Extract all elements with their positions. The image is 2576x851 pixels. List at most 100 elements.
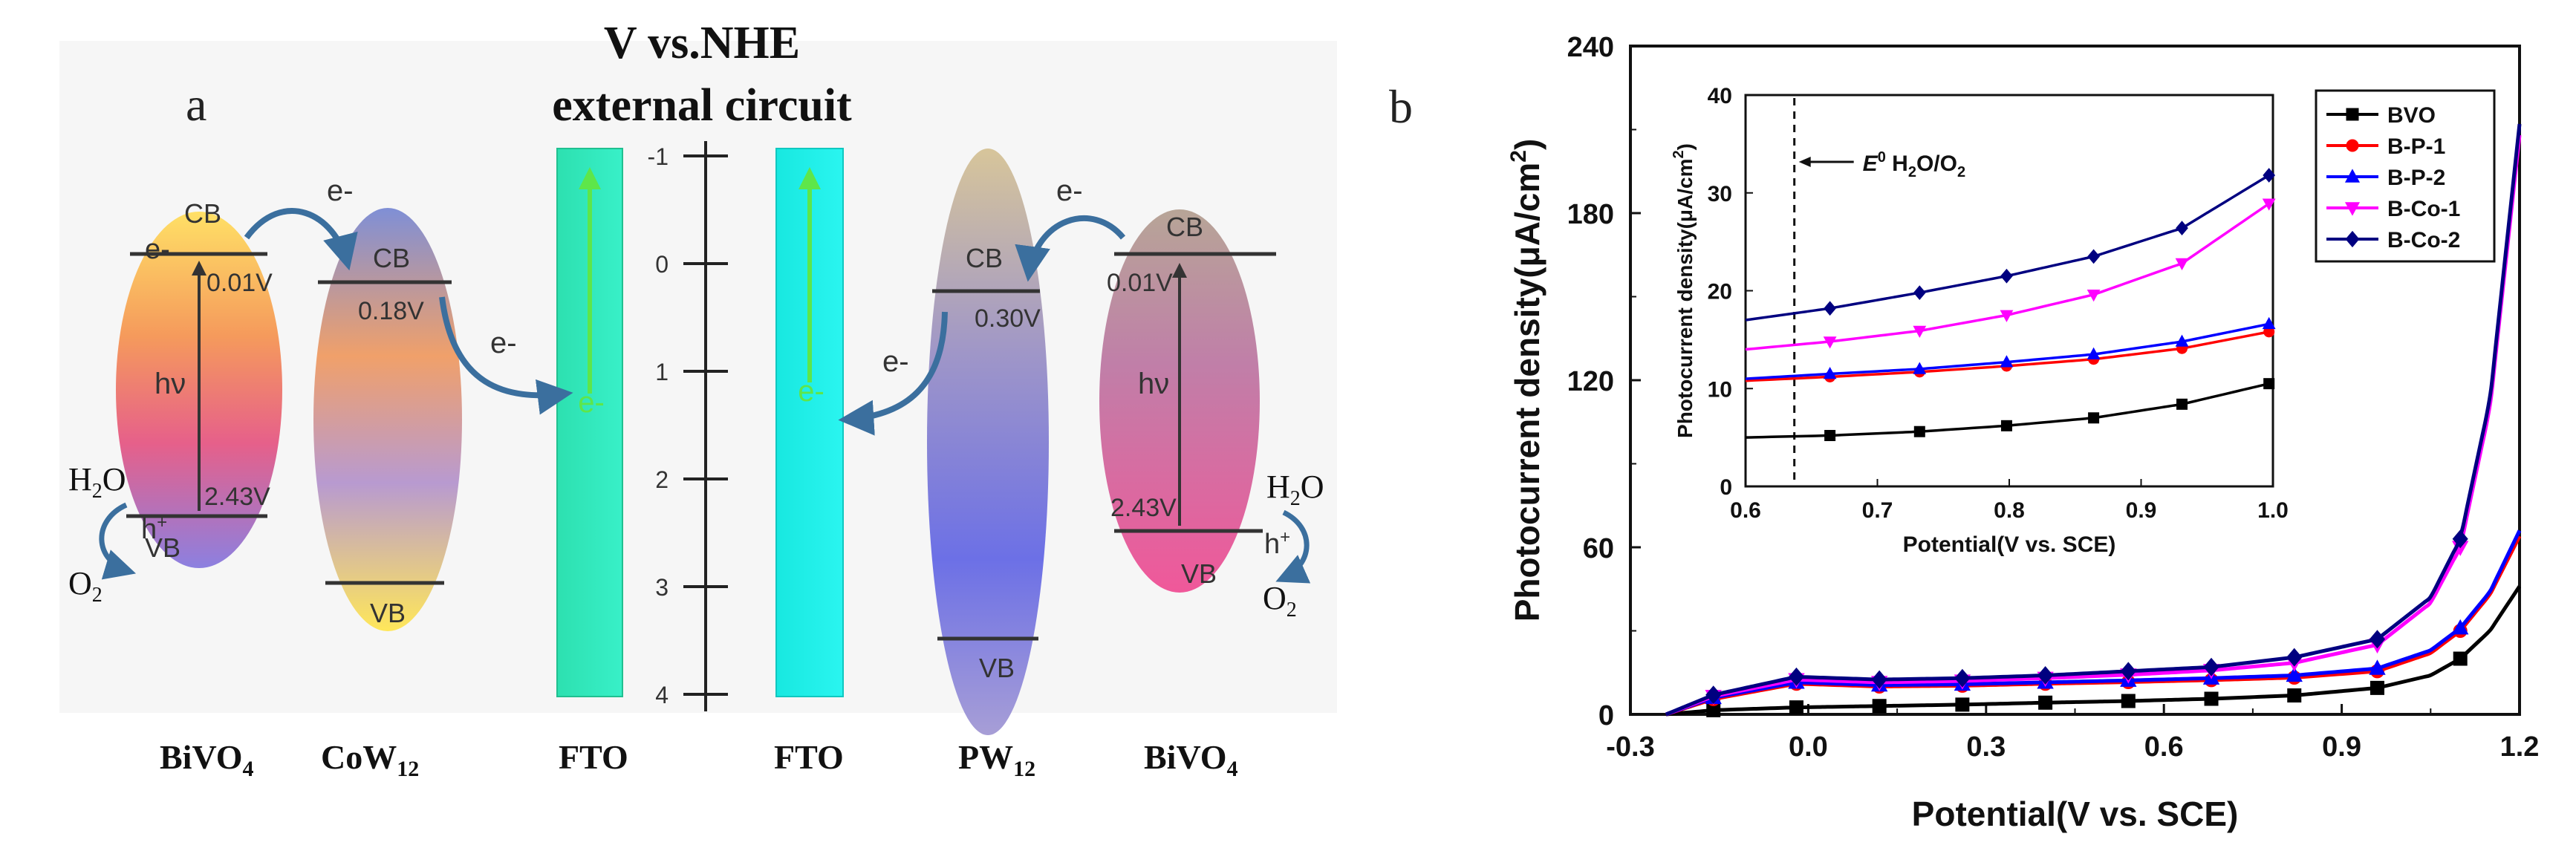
- left-transfer-electron-2: e-: [490, 327, 517, 359]
- y-tick-label: 120: [1567, 366, 1614, 397]
- inset-data-point-BVO: [2000, 420, 2012, 431]
- right-o2-label: O2: [1263, 580, 1297, 622]
- cow12-vb-label: VB: [370, 598, 406, 628]
- inset-data-point-B-P-2: [2087, 347, 2101, 359]
- main-chart: -0.3 0.0 0.3 0.6 0.9 1.2 0 60 120 180 240 Potential…: [1506, 32, 2539, 833]
- x-axis-title: Potential(V vs. SCE): [1912, 795, 2239, 833]
- inset-x-tick-label: 0.8: [1994, 498, 2025, 523]
- inset-data-point-B-Co-1: [2000, 310, 2014, 322]
- data-point-BVO: [2453, 651, 2468, 666]
- inset-data-point-B-P-2: [2000, 355, 2014, 368]
- data-point-B-Co-2: [2369, 630, 2386, 649]
- inset-chart: 0.6 0.7 0.8 0.9 1.0 0 10 20 30 40 Potential(V vs. …: [1671, 84, 2289, 557]
- legend-label-B-Co-2: B-Co-2: [2387, 228, 2460, 252]
- data-point-B-Co-2: [2120, 662, 2136, 681]
- inset-data-point-B-Co-2: [2263, 168, 2276, 183]
- inset-data-point-B-Co-1: [2087, 289, 2101, 302]
- data-point-BVO: [1955, 697, 1970, 712]
- x-tick-label: 1.2: [2500, 731, 2540, 763]
- cow12: CB 0.18V VB: [313, 208, 462, 631]
- data-point-BVO: [2204, 691, 2219, 706]
- inset-y-tick-label: 20: [1708, 280, 1732, 304]
- left-bivo4-electron: e-: [145, 234, 170, 265]
- inset-y-tick-label: 30: [1708, 182, 1732, 206]
- panel-a-label: a: [186, 78, 206, 131]
- inset-x-tick-label: 0.7: [1862, 498, 1893, 523]
- panel-a-title-line2: external circuit: [552, 80, 852, 131]
- inset-data-point-B-Co-1: [1913, 325, 1927, 338]
- data-point-B-Co-2: [2452, 529, 2468, 549]
- legend-label-B-Co-1: B-Co-1: [2387, 197, 2460, 221]
- data-point-B-Co-2: [2037, 666, 2054, 685]
- panel-a: a V vs.NHE external circuit -1 0 1 2 3 4 e- e…: [59, 18, 1337, 781]
- x-tick-label: 0.6: [2144, 731, 2184, 763]
- data-point-B-Co-2: [2286, 648, 2303, 667]
- legend-marker-BVO: [2346, 108, 2359, 121]
- inset-data-point-B-Co-2: [2087, 249, 2100, 264]
- inset-data-point-BVO: [2176, 398, 2188, 410]
- pw12: CB 0.30V VB: [927, 149, 1049, 735]
- inset-y-tick-label: 10: [1708, 377, 1732, 402]
- nhe-tick-label: -1: [648, 143, 669, 170]
- right-bivo4-hv: hν: [1138, 368, 1169, 400]
- legend-marker-B-Co-1: [2344, 202, 2361, 216]
- left-transfer-electron-1: e-: [327, 175, 354, 207]
- inset-data-point-BVO: [1824, 429, 1836, 441]
- cow12-cb-value: 0.18V: [358, 297, 424, 325]
- inset-x-tick-label: 1.0: [2257, 498, 2289, 523]
- right-transfer-arrow-2: [838, 311, 948, 436]
- legend-marker-B-P-2: [2344, 169, 2361, 183]
- panel-b: b -0.3 0.0 0.3 0.6 0.9 1.2 0 60 120 180 240 Potenti…: [1389, 32, 2539, 833]
- inset-data-point-BVO: [2088, 412, 2100, 424]
- x-tick-label: 0.9: [2322, 731, 2361, 763]
- right-bivo4-cb-label: CB: [1166, 212, 1203, 242]
- inset-data-point-B-Co-2: [1824, 301, 1836, 316]
- label-bivo4-left: BiVO4: [160, 738, 254, 781]
- right-transfer-arrow-1: [1015, 215, 1126, 282]
- fto-bar-right: [775, 148, 844, 697]
- left-bivo4-vb-label: VB: [145, 532, 180, 563]
- label-fto-right: FTO: [774, 738, 844, 776]
- data-point-B-P-2: [2452, 619, 2469, 635]
- nhe-tick-label: 2: [655, 466, 669, 493]
- data-point-BVO: [1872, 699, 1887, 714]
- fto-right-electron-label: e-: [798, 375, 824, 408]
- nhe-tick-label: 4: [655, 682, 669, 708]
- x-tick-label: -0.3: [1606, 731, 1654, 763]
- data-point-BVO: [2121, 694, 2136, 708]
- y-tick-label: 180: [1567, 199, 1614, 230]
- data-point-BVO: [2287, 688, 2302, 702]
- cow12-ellipse: [313, 208, 462, 631]
- legend-label-B-P-2: B-P-2: [2387, 166, 2445, 190]
- panel-a-title-line1: V vs.NHE: [604, 18, 800, 68]
- inset-y-tick-label: 40: [1708, 84, 1732, 108]
- inset-data-point-BVO: [1913, 426, 1925, 437]
- label-bivo4-right: BiVO4: [1144, 738, 1238, 781]
- left-bivo4-vb-value: 2.43V: [204, 483, 270, 511]
- x-tick-label: 0.3: [1966, 731, 2006, 763]
- y-tick-label: 240: [1567, 32, 1614, 63]
- data-point-B-Co-2: [1705, 685, 1722, 705]
- left-water-arrow: [99, 502, 137, 580]
- legend-label-B-P-1: B-P-1: [2387, 134, 2445, 159]
- nhe-tick-label: 1: [655, 359, 669, 385]
- left-o2-label: O2: [68, 565, 103, 607]
- nhe-tick-label: 0: [655, 251, 669, 278]
- inset-x-axis-title: Potential(V vs. SCE): [1903, 532, 2116, 557]
- inset-data-point-B-P-2: [1913, 362, 1927, 374]
- fto-left-electron-label: e-: [578, 386, 605, 419]
- pw12-vb-label: VB: [979, 653, 1015, 683]
- data-point-B-Co-2: [1954, 668, 1971, 688]
- nhe-axis: -1 0 1 2 3 4: [648, 141, 728, 711]
- pw12-cb-label: CB: [966, 243, 1003, 273]
- panel-b-label: b: [1389, 80, 1413, 133]
- data-point-B-Co-2: [1871, 670, 1887, 689]
- nhe-tick-label: 3: [655, 574, 669, 601]
- cow12-cb-label: CB: [373, 243, 410, 273]
- inset-y-tick-label: 0: [1720, 475, 1732, 500]
- data-point-B-P-2: [2369, 659, 2386, 675]
- right-bivo4-vb-label: VB: [1181, 558, 1217, 589]
- inset-data-point-B-Co-2: [1913, 285, 1926, 301]
- series-line-BVO: [1665, 585, 2522, 717]
